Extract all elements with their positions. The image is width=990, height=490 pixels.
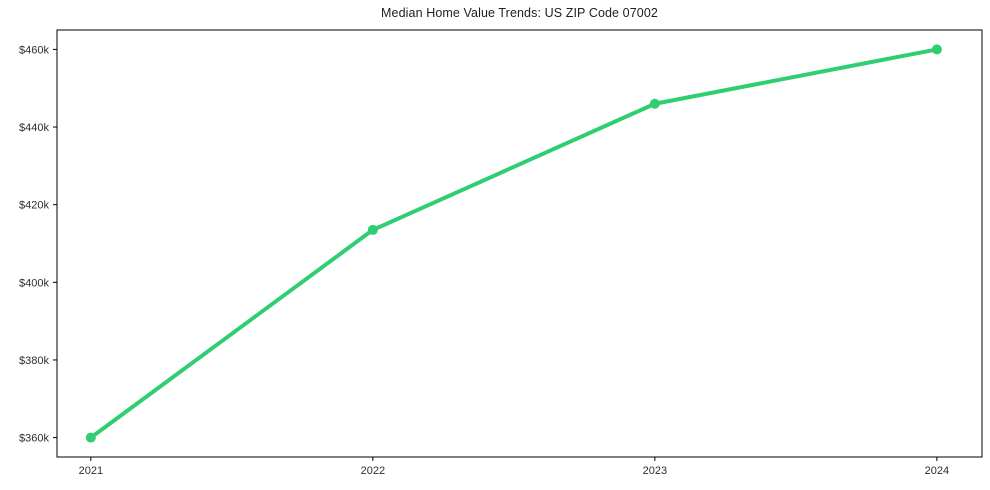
x-tick-label: 2024 [925,465,949,477]
data-point-2022 [367,224,378,235]
y-tick-label: $420k [19,200,49,212]
data-point-2023 [649,98,660,109]
y-tick-label: $380k [19,355,49,367]
y-tick-label: $400k [19,277,49,289]
y-tick-label: $460k [19,44,49,56]
y-tick-label: $360k [19,433,49,445]
chart-title: Median Home Value Trends: US ZIP Code 07… [381,6,658,20]
plot-border [56,29,983,458]
y-tick-label: $440k [19,122,49,134]
x-tick-label: 2022 [361,465,385,477]
data-point-2021 [85,432,96,443]
x-tick-label: 2023 [643,465,667,477]
x-tick-label: 2021 [79,465,103,477]
trend-line [88,47,939,440]
data-point-2024 [931,44,942,55]
